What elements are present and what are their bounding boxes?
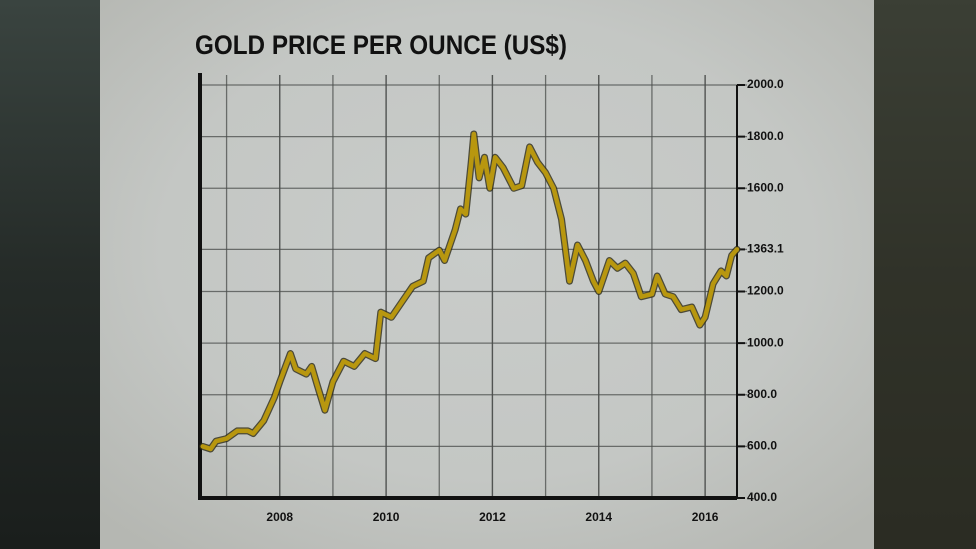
y-tick-label: 800.0 [747,387,777,401]
x-tick-label: 2014 [585,510,612,524]
line [200,131,740,452]
chart-panel [100,0,874,549]
y-tick-label: 1800.0 [747,129,784,143]
y-tick-label: 1363.1 [747,242,784,256]
x-tick-label: 2012 [479,510,506,524]
x-tick-label: 2008 [266,510,293,524]
x-tick-label: 2016 [692,510,719,524]
y-tick-label: 1000.0 [747,335,784,349]
y-tick-label: 400.0 [747,490,777,504]
chart-title: GOLD PRICE PER OUNCE (US$) [195,30,567,60]
background-right [874,0,976,549]
y-tick-label: 1600.0 [747,180,784,194]
y-tick-label: 600.0 [747,439,777,453]
y-tick-label: 2000.0 [747,77,784,91]
x-tick-label: 2010 [373,510,400,524]
y-tick-label: 1200.0 [747,284,784,298]
